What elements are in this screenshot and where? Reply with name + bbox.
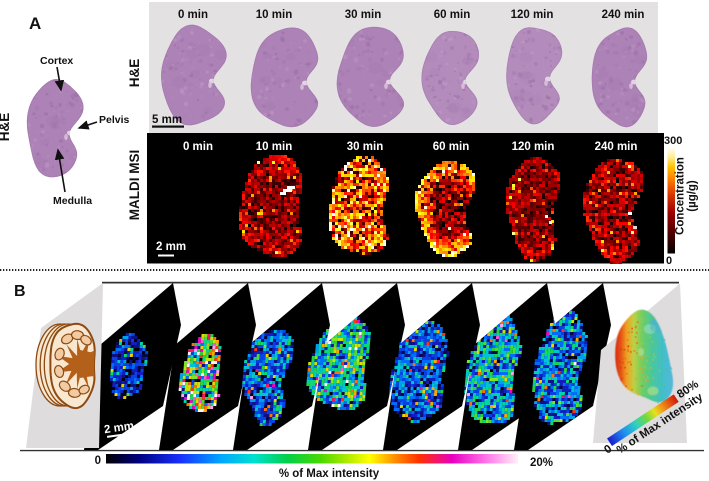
svg-text:240 min: 240 min [602,9,645,21]
svg-text:0 min: 0 min [183,141,213,153]
svg-text:30 min: 30 min [345,9,381,21]
svg-text:Concentration: Concentration [675,157,687,235]
svg-text:0: 0 [666,255,672,267]
svg-text:H&E: H&E [127,59,142,88]
svg-text:60 min: 60 min [434,9,470,21]
svg-text:Pelvis: Pelvis [99,114,130,126]
svg-text:Medulla: Medulla [53,195,92,207]
svg-text:B: B [14,283,26,300]
svg-text:(µg/g): (µg/g) [687,180,699,212]
svg-text:240 min: 240 min [595,141,638,153]
svg-text:120 min: 120 min [511,9,554,21]
svg-text:120 min: 120 min [512,141,555,153]
svg-text:MALDI MSI: MALDI MSI [127,150,142,221]
svg-text:H&E: H&E [0,113,12,142]
svg-text:10 min: 10 min [256,141,292,153]
svg-text:30 min: 30 min [347,141,383,153]
svg-text:60 min: 60 min [433,141,469,153]
svg-text:300: 300 [664,135,682,147]
svg-text:10 min: 10 min [256,9,292,21]
svg-text:A: A [29,14,41,33]
svg-text:2 mm: 2 mm [156,241,186,253]
svg-text:0 min: 0 min [178,9,208,21]
svg-text:Cortex: Cortex [40,55,73,67]
svg-text:5 mm: 5 mm [152,114,182,126]
